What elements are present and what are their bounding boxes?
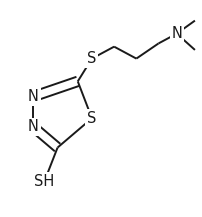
Text: N: N [171,26,182,41]
Text: S: S [87,51,97,66]
Text: N: N [28,89,39,104]
Text: SH: SH [34,174,55,189]
Text: S: S [87,111,97,126]
Text: N: N [28,119,39,135]
